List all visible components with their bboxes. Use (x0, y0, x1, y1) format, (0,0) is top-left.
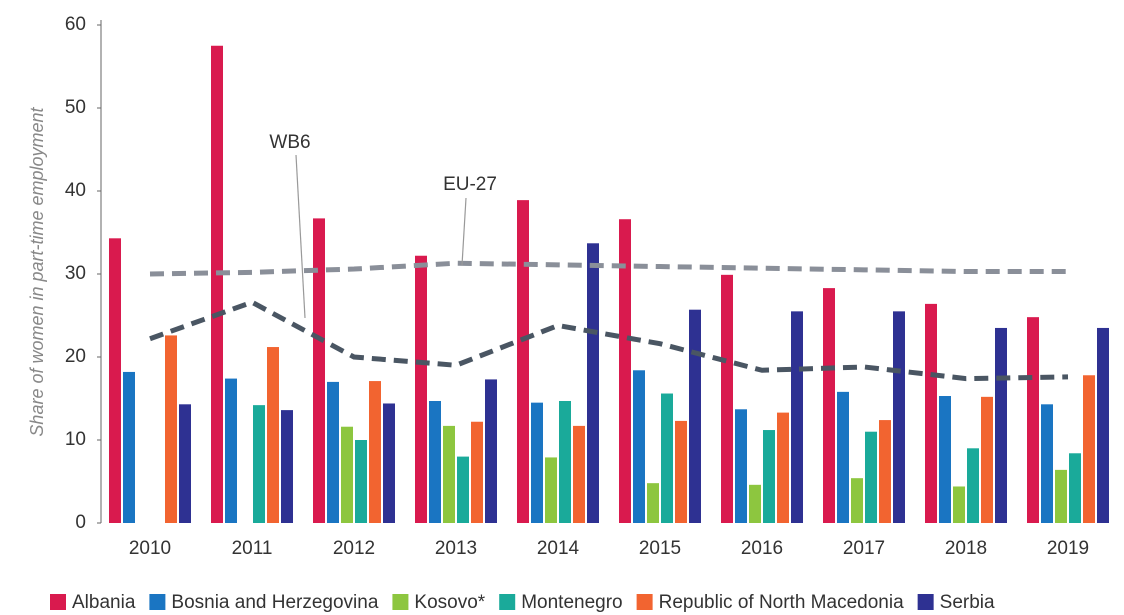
legend-label: Republic of North Macedonia (659, 592, 904, 613)
bar (225, 378, 237, 523)
bar (735, 409, 747, 523)
bar (281, 410, 293, 523)
bar (749, 484, 761, 523)
bar (939, 396, 951, 523)
legend-swatch (149, 594, 166, 610)
bar (851, 478, 863, 523)
legend-swatch (392, 594, 409, 610)
bar (485, 379, 497, 523)
bar (661, 393, 673, 523)
x-tick-label: 2013 (435, 538, 477, 559)
bar (1083, 375, 1095, 523)
bar (763, 430, 775, 523)
legend-label: Bosnia and Herzegovina (171, 592, 378, 613)
annotation-leader (295, 154, 306, 319)
y-axis-title: Share of women in part-time employment (27, 106, 47, 436)
bar (1055, 469, 1067, 523)
bar (633, 370, 645, 523)
bar (1069, 453, 1081, 523)
legend-label: Serbia (940, 592, 995, 613)
y-tick-label: 20 (65, 346, 86, 367)
bar (383, 403, 395, 523)
y-tick-label: 50 (65, 97, 86, 118)
bar (313, 218, 325, 523)
legend-swatch (917, 594, 934, 610)
line-series (149, 299, 1069, 382)
x-tick-label: 2012 (333, 538, 375, 559)
bar (865, 431, 877, 523)
bar (531, 402, 543, 523)
bar (837, 391, 849, 523)
bar (179, 404, 191, 523)
bar (981, 396, 993, 523)
legend-label: Albania (72, 592, 136, 613)
bar (587, 243, 599, 524)
y-tick-label: 0 (75, 512, 86, 533)
bar (545, 457, 557, 523)
legend-swatch (50, 594, 66, 610)
x-tick-label: 2019 (1047, 538, 1089, 559)
bar (967, 448, 979, 523)
x-tick-label: 2014 (537, 538, 580, 559)
legend-label: Montenegro (521, 592, 622, 613)
x-tick-label: 2010 (129, 538, 171, 559)
x-tick-label: 2017 (843, 538, 885, 559)
line-series (149, 260, 1068, 277)
legend-swatch (499, 594, 516, 610)
bar (341, 426, 353, 523)
x-tick-label: 2011 (232, 538, 273, 559)
bar (267, 347, 279, 523)
bar (457, 456, 469, 523)
annotation: EU-27 (443, 174, 497, 195)
bar (995, 327, 1007, 523)
bar (443, 425, 455, 523)
bar (1041, 404, 1053, 523)
bar (925, 303, 937, 523)
bar (369, 381, 381, 523)
legend-swatch (636, 594, 653, 610)
bar (355, 440, 367, 523)
bar (327, 381, 339, 523)
bar (791, 311, 803, 523)
y-tick-label: 10 (65, 429, 86, 450)
bar (953, 486, 965, 523)
x-tick-label: 2015 (639, 538, 681, 559)
bar (1027, 317, 1039, 523)
x-tick-label: 2016 (741, 538, 783, 559)
bar (517, 200, 529, 523)
bar (619, 219, 631, 523)
y-tick-label: 40 (65, 180, 86, 201)
annotation: WB6 (269, 132, 310, 153)
x-tick-label: 2018 (945, 538, 987, 559)
bar (823, 288, 835, 523)
bar (165, 335, 177, 523)
bar (893, 311, 905, 523)
bar (879, 420, 891, 523)
bar (777, 412, 789, 523)
bar (1097, 327, 1109, 523)
bar (689, 309, 701, 523)
y-tick-label: 60 (65, 14, 86, 35)
legend-label: Kosovo* (414, 592, 485, 613)
annotation-leader (461, 197, 467, 266)
bar (415, 255, 427, 524)
bar (573, 425, 585, 523)
bar (253, 405, 265, 523)
bar (559, 400, 571, 523)
bar (675, 420, 687, 523)
bar (471, 421, 483, 523)
bar (109, 238, 121, 523)
y-tick-label: 30 (65, 263, 86, 284)
bar (211, 45, 223, 523)
bar (429, 400, 441, 523)
bar (721, 274, 733, 523)
bar (123, 371, 135, 523)
bar (647, 483, 659, 523)
